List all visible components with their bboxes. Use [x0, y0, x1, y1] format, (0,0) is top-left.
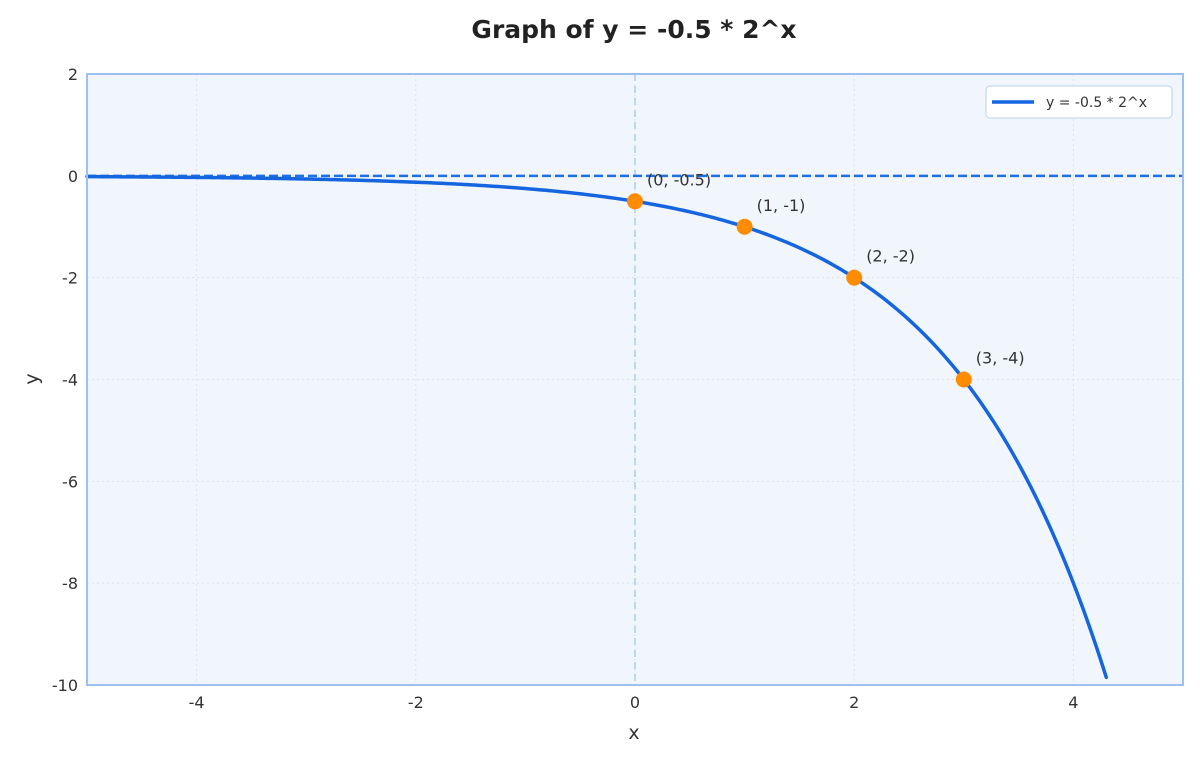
x-tick-label: -2 [408, 693, 424, 712]
point-label: (0, -0.5) [647, 170, 711, 189]
y-tick-label: 2 [68, 65, 78, 84]
x-tick-label: -4 [189, 693, 205, 712]
y-tick-label: -10 [52, 676, 78, 695]
y-tick-labels: 2 0 -2 -4 -6 -8 -10 [52, 65, 78, 695]
x-tick-label: 2 [849, 693, 859, 712]
series-line [85, 174, 1109, 680]
x-tick-label: 4 [1068, 693, 1078, 712]
data-point [846, 269, 863, 286]
y-tick-label: -4 [62, 371, 78, 390]
y-axis-label: y [21, 373, 43, 384]
y-tick-label: 0 [68, 167, 78, 186]
point-label: (2, -2) [866, 247, 915, 266]
data-point [627, 193, 643, 210]
point-annotations: (0, -0.5) (1, -1) (2, -2) (3, -4) [647, 170, 1025, 367]
x-tick-labels: -4 -2 0 2 4 [189, 693, 1079, 712]
y-tick-label: -8 [62, 574, 78, 593]
chart-title: Graph of y = -0.5 * 2^x [471, 15, 796, 44]
highlight-points [627, 193, 972, 388]
data-point [736, 218, 753, 235]
legend: y = -0.5 * 2^x [985, 85, 1173, 119]
point-label: (3, -4) [976, 349, 1025, 368]
plot-frame [86, 73, 1184, 686]
y-tick-label: -2 [62, 269, 78, 288]
x-axis-label: x [628, 722, 639, 744]
data-point [955, 371, 972, 388]
y-tick-label: -6 [62, 472, 78, 491]
legend-box [985, 85, 1173, 119]
x-tick-label: 0 [630, 693, 640, 712]
point-label: (1, -1) [757, 196, 806, 215]
legend-label: y = -0.5 * 2^x [1046, 95, 1147, 111]
